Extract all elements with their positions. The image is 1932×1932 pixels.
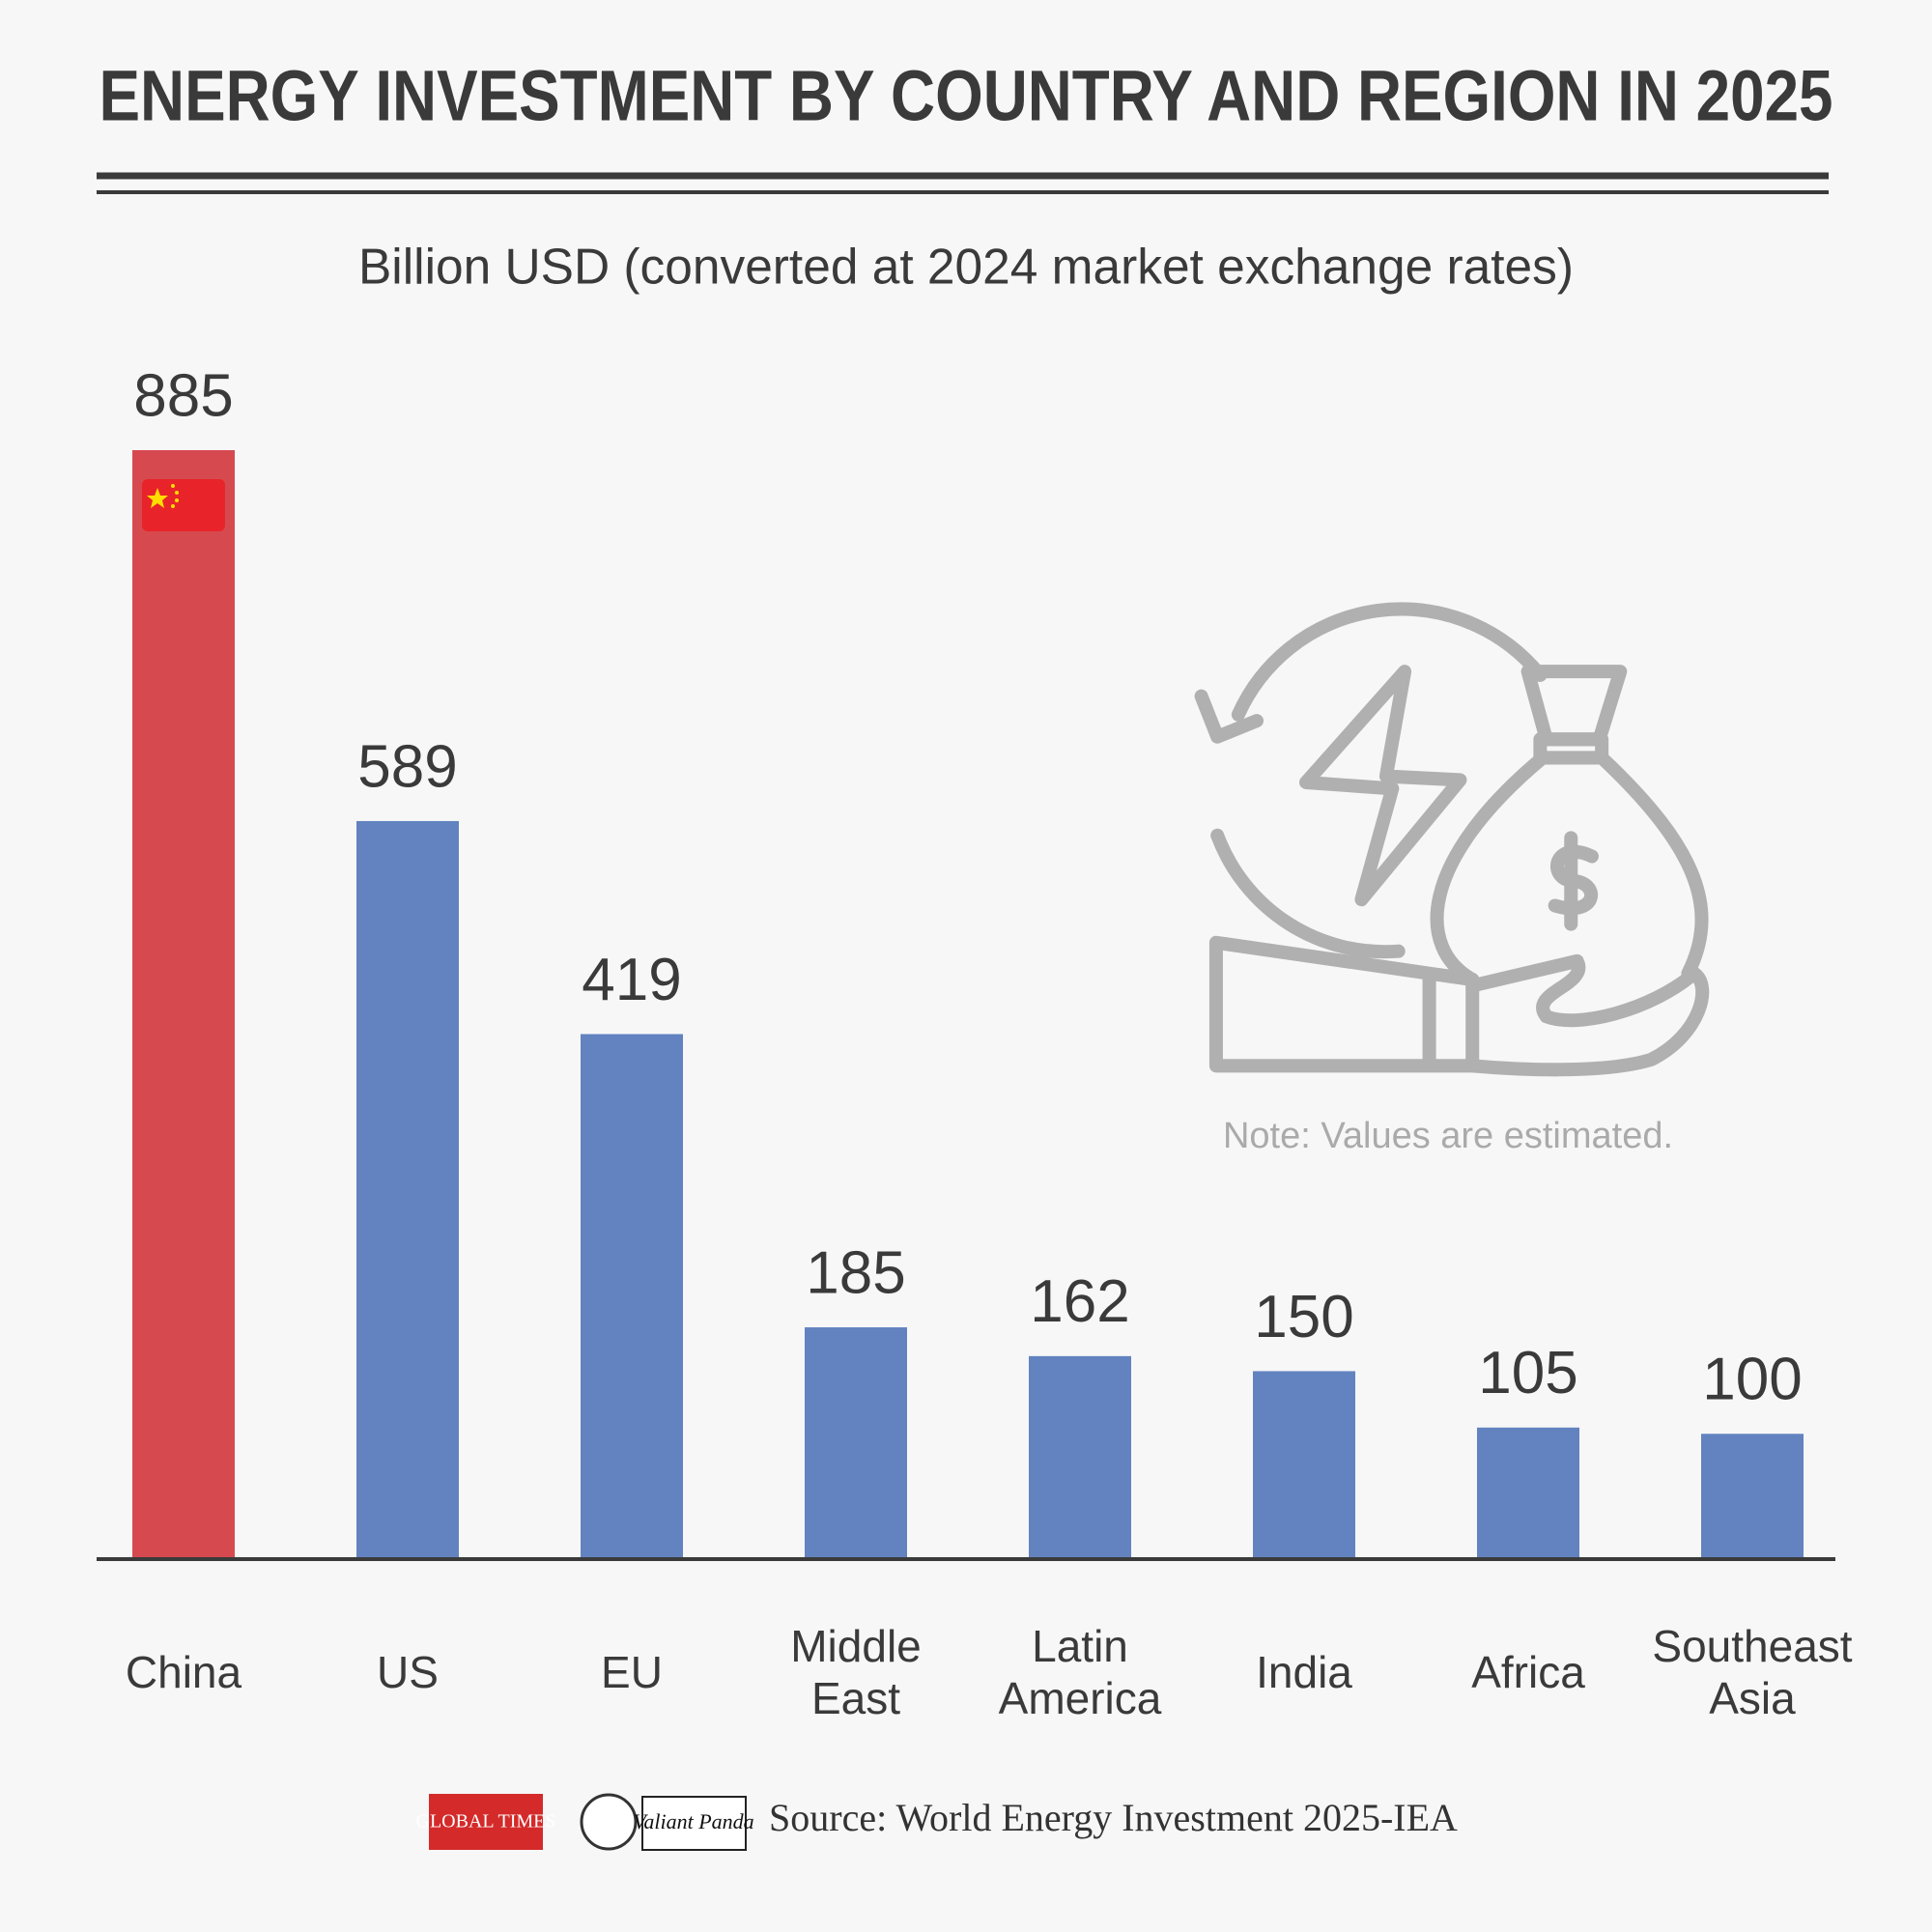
icon-hand — [1465, 953, 1710, 1077]
x-tick-label: US — [377, 1647, 439, 1697]
chart-subtitle: Billion USD (converted at 2024 market ex… — [358, 240, 1574, 296]
note: Note: Values are estimated. — [1223, 1116, 1673, 1156]
value-label: 885 — [133, 362, 233, 429]
icon-bolt — [1299, 665, 1467, 907]
value-label: 185 — [806, 1239, 905, 1306]
icon-sleeve — [1208, 935, 1480, 1073]
flag-star — [175, 491, 179, 495]
logo-text: Valiant Panda — [633, 1809, 753, 1833]
x-tick-label: India — [1256, 1647, 1352, 1697]
flag — [142, 479, 225, 531]
bar — [581, 1034, 683, 1559]
bar — [1477, 1427, 1579, 1559]
source: Source: World Energy Investment 2025-IEA — [769, 1796, 1458, 1839]
x-tick-label: Southeast Asia — [1652, 1621, 1853, 1723]
icon-bag — [1430, 751, 1709, 987]
icon-arrowhead — [1194, 689, 1264, 744]
bar — [356, 820, 459, 1559]
chart-title: ENERGY INVESTMENT BY COUNTRY AND REGION … — [99, 56, 1833, 136]
logo-text: GLOBAL TIMES — [416, 1811, 556, 1833]
flag-star — [171, 504, 175, 508]
icon-bag-tie — [1533, 732, 1609, 765]
x-tick-label: Latin America — [998, 1621, 1162, 1723]
bar — [1701, 1434, 1804, 1559]
x-tick-label: Africa — [1471, 1647, 1585, 1697]
flag-star — [175, 498, 179, 502]
value-label: 162 — [1030, 1268, 1129, 1335]
x-tick-label: China — [125, 1647, 242, 1697]
logo-global-times — [429, 1794, 543, 1850]
bar — [1253, 1371, 1355, 1559]
value-label: 105 — [1478, 1340, 1577, 1406]
flag-star — [147, 488, 168, 508]
icon — [1194, 602, 1710, 1077]
value-label: 100 — [1702, 1347, 1802, 1413]
value-label: 419 — [582, 947, 681, 1013]
icon-dollar — [1548, 831, 1599, 931]
x-tick-label: Middle East — [790, 1621, 922, 1723]
value-label: 589 — [357, 733, 457, 800]
icon-arrow — [1231, 602, 1548, 722]
flag-star — [171, 484, 175, 488]
logo-valiant-panda — [641, 1796, 747, 1851]
logo-panda — [580, 1793, 638, 1851]
x-tick-label: EU — [601, 1647, 663, 1697]
bar — [132, 450, 235, 1559]
value-label: 150 — [1254, 1284, 1353, 1350]
icon-arc — [1210, 828, 1406, 959]
bar — [1029, 1355, 1131, 1559]
bar — [805, 1327, 907, 1559]
